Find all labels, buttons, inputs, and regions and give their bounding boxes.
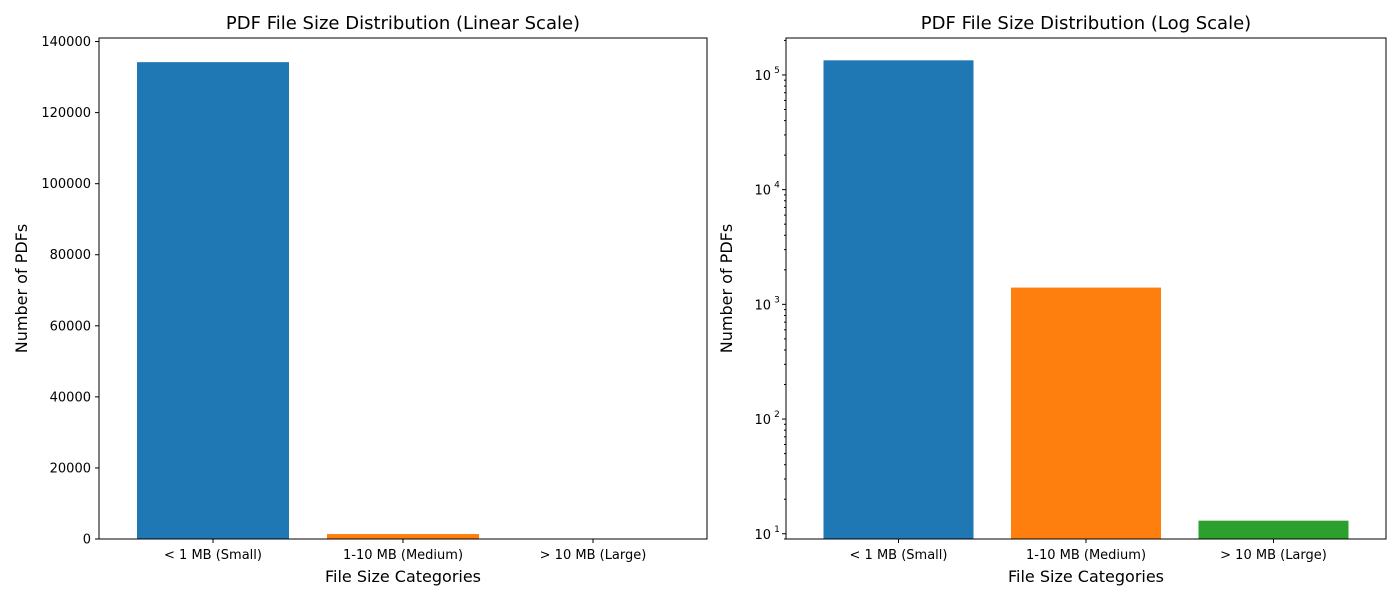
y-tick-label-exponent: 2 xyxy=(774,410,780,420)
x-tick-label: 1-10 MB (Medium) xyxy=(1026,548,1146,563)
y-axis-label: Number of PDFs xyxy=(717,224,736,353)
x-tick-label: < 1 MB (Small) xyxy=(850,548,948,563)
y-tick-label: 100000 xyxy=(41,177,91,192)
chart-linear: < 1 MB (Small) 1-10 MB (Medium) > 10 MB (L… xyxy=(12,13,708,586)
bars xyxy=(137,62,669,539)
x-tick-label: 1-10 MB (Medium) xyxy=(343,548,463,563)
y-tick-label: 40000 xyxy=(50,390,91,405)
y-tick-label: 10 3 xyxy=(754,295,779,313)
x-tick-label: < 1 MB (Small) xyxy=(164,548,262,563)
bar-small xyxy=(137,62,289,539)
x-tick-label: > 10 MB (Large) xyxy=(540,548,647,563)
y-tick-label: 20000 xyxy=(50,461,91,476)
x-axis-label: File Size Categories xyxy=(325,567,481,586)
y-tick-label: 10 4 xyxy=(754,181,780,199)
bar-medium xyxy=(327,534,479,539)
y-tick-label-base: 10 xyxy=(754,69,771,84)
bar-small xyxy=(823,60,974,540)
y-tick-label: 0 xyxy=(83,533,91,548)
y-tick-label: 10 1 xyxy=(754,525,779,543)
bar-large xyxy=(1198,520,1349,539)
y-tick-label-exponent: 4 xyxy=(774,181,780,191)
x-axis-label: File Size Categories xyxy=(1008,567,1164,586)
y-tick-label: 10 2 xyxy=(754,410,779,428)
chart-title: PDF File Size Distribution (Linear Scale… xyxy=(226,13,580,34)
axes-frame xyxy=(785,37,1387,540)
y-tick-label-exponent: 3 xyxy=(774,295,780,305)
y-tick-label-base: 10 xyxy=(754,528,771,543)
y-tick-label-exponent: 5 xyxy=(774,66,780,76)
y-tick-label-base: 10 xyxy=(754,184,771,199)
y-tick-label: 120000 xyxy=(41,106,91,121)
chart-log: < 1 MB (Small) 1-10 MB (Medium) > 10 MB (L… xyxy=(717,13,1387,586)
y-tick-label: 60000 xyxy=(50,319,91,334)
bars xyxy=(823,60,1349,540)
bar-medium xyxy=(1011,287,1161,539)
y-tick-label-base: 10 xyxy=(754,298,771,313)
chart-title: PDF File Size Distribution (Log Scale) xyxy=(921,13,1251,34)
y-tick-label: 80000 xyxy=(50,248,91,263)
y-tick-label-base: 10 xyxy=(754,413,771,428)
y-tick-label-exponent: 1 xyxy=(774,525,780,535)
y-tick-label: 10 5 xyxy=(754,66,779,84)
y-tick-label: 140000 xyxy=(41,35,91,50)
y-axis-label: Number of PDFs xyxy=(12,224,31,353)
axes-frame xyxy=(98,37,708,540)
x-tick-label: > 10 MB (Large) xyxy=(1220,548,1327,563)
